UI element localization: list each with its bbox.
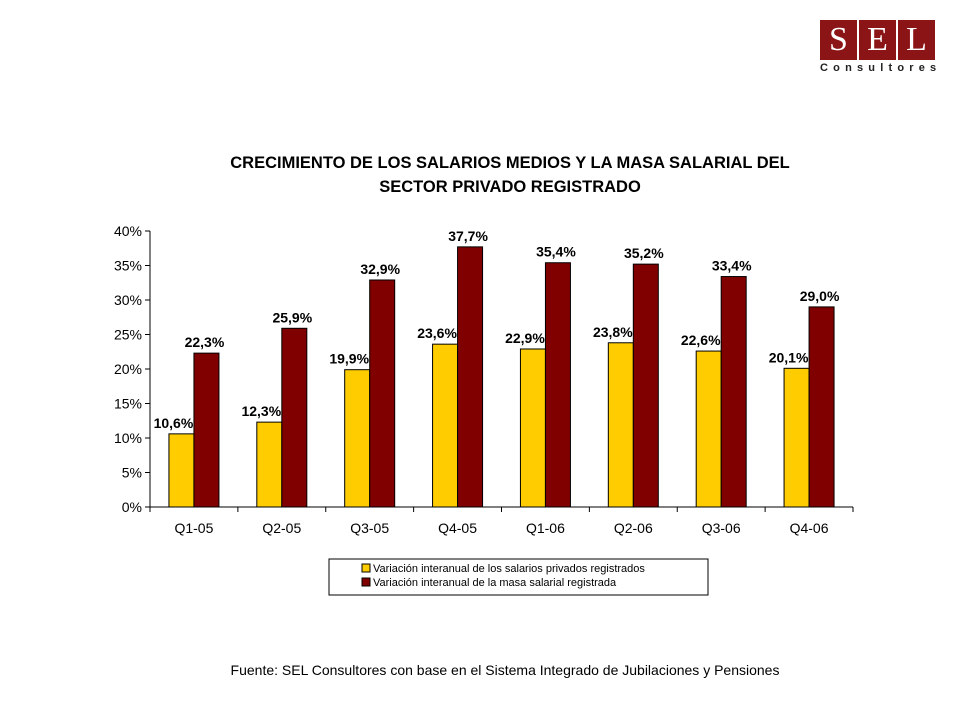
data-label: 10,6% — [154, 415, 194, 431]
data-label: 23,6% — [417, 325, 457, 341]
chart-title-line-2: SECTOR PRIVADO REGISTRADO — [379, 178, 641, 196]
bar-salarios — [344, 369, 371, 508]
bar-salarios — [607, 342, 634, 508]
data-label: 23,8% — [593, 324, 633, 340]
bar-salarios — [519, 348, 546, 508]
x-tick-label: Q4-05 — [438, 520, 477, 536]
y-tick-label: 15% — [114, 396, 142, 412]
sel-logo: S E L Consultores — [820, 20, 938, 76]
logo-subtitle: Consultores — [820, 62, 942, 74]
y-tick-label: 20% — [114, 361, 142, 377]
x-tick-label: Q2-06 — [614, 520, 653, 536]
logo-letter-s: S — [820, 20, 857, 60]
bar-masa-salarial — [808, 306, 835, 508]
bar-salarios — [432, 343, 459, 508]
y-tick-label: 30% — [114, 292, 142, 308]
bar-masa-salarial — [632, 263, 659, 508]
chart-title: CRECIMIENTO DE LOS SALARIOS MEDIOS Y LA … — [160, 151, 860, 199]
data-label: 22,6% — [681, 332, 721, 348]
data-label: 25,9% — [272, 309, 312, 325]
legend-box — [328, 558, 709, 596]
x-tick-label: Q4-06 — [790, 520, 829, 536]
data-label: 12,3% — [241, 403, 281, 419]
data-label: 33,4% — [712, 258, 752, 274]
chart-title-line-1: CRECIMIENTO DE LOS SALARIOS MEDIOS Y LA … — [230, 154, 790, 172]
y-tick-label: 5% — [122, 465, 142, 481]
bar-salarios — [168, 433, 195, 508]
x-tick-label: Q3-06 — [702, 520, 741, 536]
bar-masa-salarial — [457, 246, 484, 508]
data-label: 29,0% — [800, 288, 840, 304]
data-label: 37,7% — [448, 228, 488, 244]
bar-masa-salarial — [544, 262, 571, 508]
data-label: 35,2% — [624, 245, 664, 261]
source-note: Fuente: SEL Consultores con base en el S… — [230, 662, 780, 678]
bar-masa-salarial — [281, 327, 308, 508]
data-label: 20,1% — [769, 349, 809, 365]
x-tick-label: Q1-05 — [174, 520, 213, 536]
y-tick-label: 10% — [114, 430, 142, 446]
x-tick-label: Q2-05 — [262, 520, 301, 536]
bar-masa-salarial — [369, 279, 396, 508]
data-label: 35,4% — [536, 244, 576, 260]
bar-masa-salarial — [193, 352, 220, 508]
y-tick-label: 35% — [114, 258, 142, 274]
legend-swatch-masa-salarial — [361, 577, 371, 587]
y-tick-label: 40% — [114, 223, 142, 239]
y-tick-label: 25% — [114, 327, 142, 343]
data-label: 32,9% — [360, 261, 400, 277]
bar-salarios — [256, 421, 283, 508]
logo-letter-e: E — [859, 20, 896, 60]
legend-swatch-salarios — [361, 563, 371, 573]
logo-letters: S E L — [820, 20, 938, 60]
legend-label-salarios: Variación interanual de los salarios pri… — [373, 563, 645, 575]
logo-letter-l: L — [898, 20, 935, 60]
x-tick-label: Q1-06 — [526, 520, 565, 536]
bar-salarios — [783, 367, 810, 508]
data-label: 22,9% — [505, 330, 545, 346]
bar-salarios — [695, 350, 722, 508]
bar-masa-salarial — [720, 276, 747, 508]
y-tick-label: 0% — [122, 499, 142, 515]
data-label: 19,9% — [329, 351, 369, 367]
data-label: 22,3% — [185, 334, 225, 350]
legend-label-masa-salarial: Variación interanual de la masa salarial… — [373, 577, 617, 589]
x-tick-label: Q3-05 — [350, 520, 389, 536]
